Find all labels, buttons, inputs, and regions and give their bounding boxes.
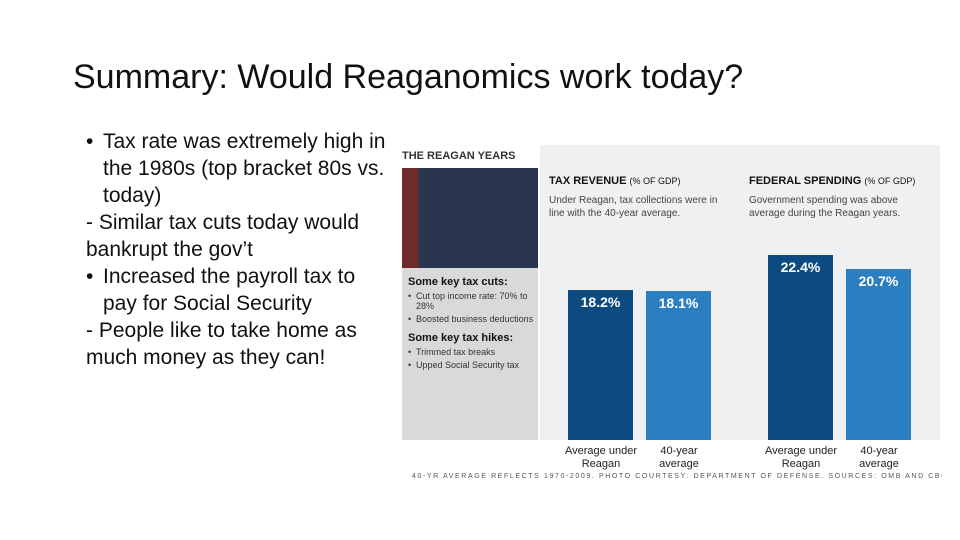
bar: 20.7% — [846, 269, 911, 440]
chart-panel: FEDERAL SPENDING (% OF GDP) Government sp… — [740, 145, 940, 470]
slide-title: Summary: Would Reaganomics work today? — [73, 58, 744, 96]
slide-body: Tax rate was extremely high in the 1980s… — [86, 128, 391, 371]
panel-title: TAX REVENUE (% OF GDP) — [549, 175, 680, 187]
panel-title: FEDERAL SPENDING (% OF GDP) — [749, 175, 915, 187]
figure-footer: 40-YR AVERAGE REFLECTS 1970-2009. PHOTO … — [412, 473, 942, 480]
photo — [402, 168, 538, 268]
chart-panel: TAX REVENUE (% OF GDP) Under Reagan, tax … — [540, 145, 740, 470]
category-label: 40-year average — [859, 445, 899, 470]
category-label: 40-year average — [659, 445, 699, 470]
bar: 18.1% — [646, 290, 711, 440]
value-label: 20.7% — [858, 273, 899, 290]
sidebar-heading: Some key tax cuts: — [408, 276, 508, 288]
sidebar-heading: Some key tax hikes: — [408, 332, 514, 344]
sub-item: - People like to take home as much money… — [86, 319, 357, 369]
value-label: 22.4% — [780, 259, 821, 276]
panel-title-text: TAX REVENUE — [549, 175, 627, 187]
panel-unit: (% OF GDP) — [864, 176, 916, 186]
category-label: Average under Reagan — [765, 445, 837, 470]
value-label: 18.1% — [658, 294, 699, 311]
bullet-item: Tax rate was extremely high in the 1980s… — [86, 128, 391, 209]
figure: THE REAGAN YEARS Some key tax cuts: Cut t… — [400, 145, 942, 485]
value-label: 18.2% — [580, 294, 621, 311]
sub-item: - Similar tax cuts today would bankrupt … — [86, 211, 360, 261]
sidebar: Some key tax cuts: Cut top income rate: 7… — [402, 268, 538, 440]
sidebar-item: Trimmed tax breaks — [408, 347, 534, 357]
sidebar-item: Boosted business deductions — [408, 314, 534, 324]
sidebar-item: Upped Social Security tax — [408, 360, 534, 370]
category-label: Average under Reagan — [565, 445, 637, 470]
panel-note: Government spending was above average du… — [749, 195, 901, 219]
panel-title-text: FEDERAL SPENDING — [749, 175, 862, 187]
bar: 18.2% — [568, 290, 633, 440]
panel-note: Under Reagan, tax collections were in li… — [549, 195, 718, 219]
figure-header: THE REAGAN YEARS — [402, 150, 516, 162]
bullet-item: Increased the payroll tax to pay for Soc… — [86, 263, 391, 317]
sidebar-item: Cut top income rate: 70% to 28% — [408, 291, 534, 311]
panel-unit: (% OF GDP) — [629, 176, 681, 186]
bar: 22.4% — [768, 255, 833, 440]
